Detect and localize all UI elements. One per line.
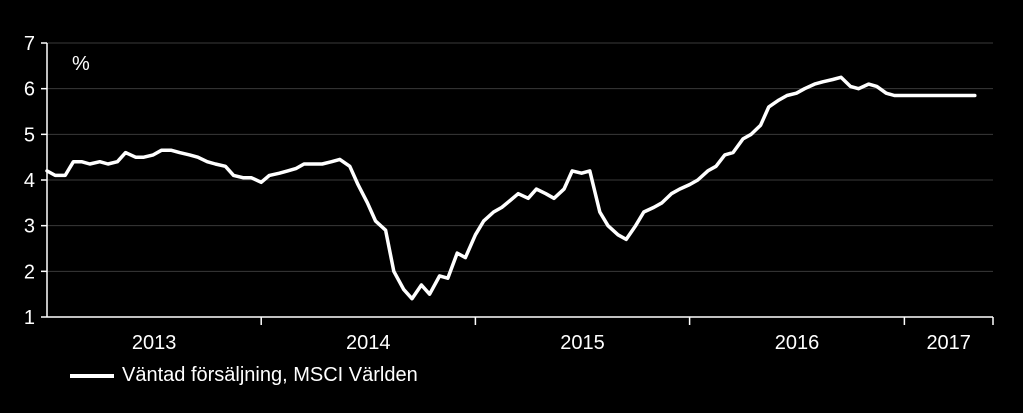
x-tick-label: 2015 [560,332,605,354]
gridlines [47,42,993,272]
y-tick-label: 1 [24,307,35,329]
legend-swatch [70,373,114,378]
y-tick-label: 6 [24,79,35,101]
y-tick-label: 2 [24,261,35,283]
x-tick-label: 2016 [775,332,820,354]
y-tick-label: 3 [24,216,35,238]
x-axis: 2013 2014 2015 2016 2017 [47,316,994,354]
y-tick-label: 5 [24,124,35,146]
y-tick-label: 7 [24,33,35,55]
legend: Väntad försäljning, MSCI Världen [70,364,418,387]
y-axis: 1 2 3 4 5 6 7 [24,33,48,329]
legend-label: Väntad försäljning, MSCI Världen [122,364,418,386]
x-tick-label: 2013 [132,332,177,354]
y-tick-label: 4 [24,170,35,192]
x-tick-label: 2017 [926,332,971,354]
series-line [45,75,977,301]
y-unit-label: % [72,53,90,75]
x-tick-label: 2014 [346,332,391,354]
